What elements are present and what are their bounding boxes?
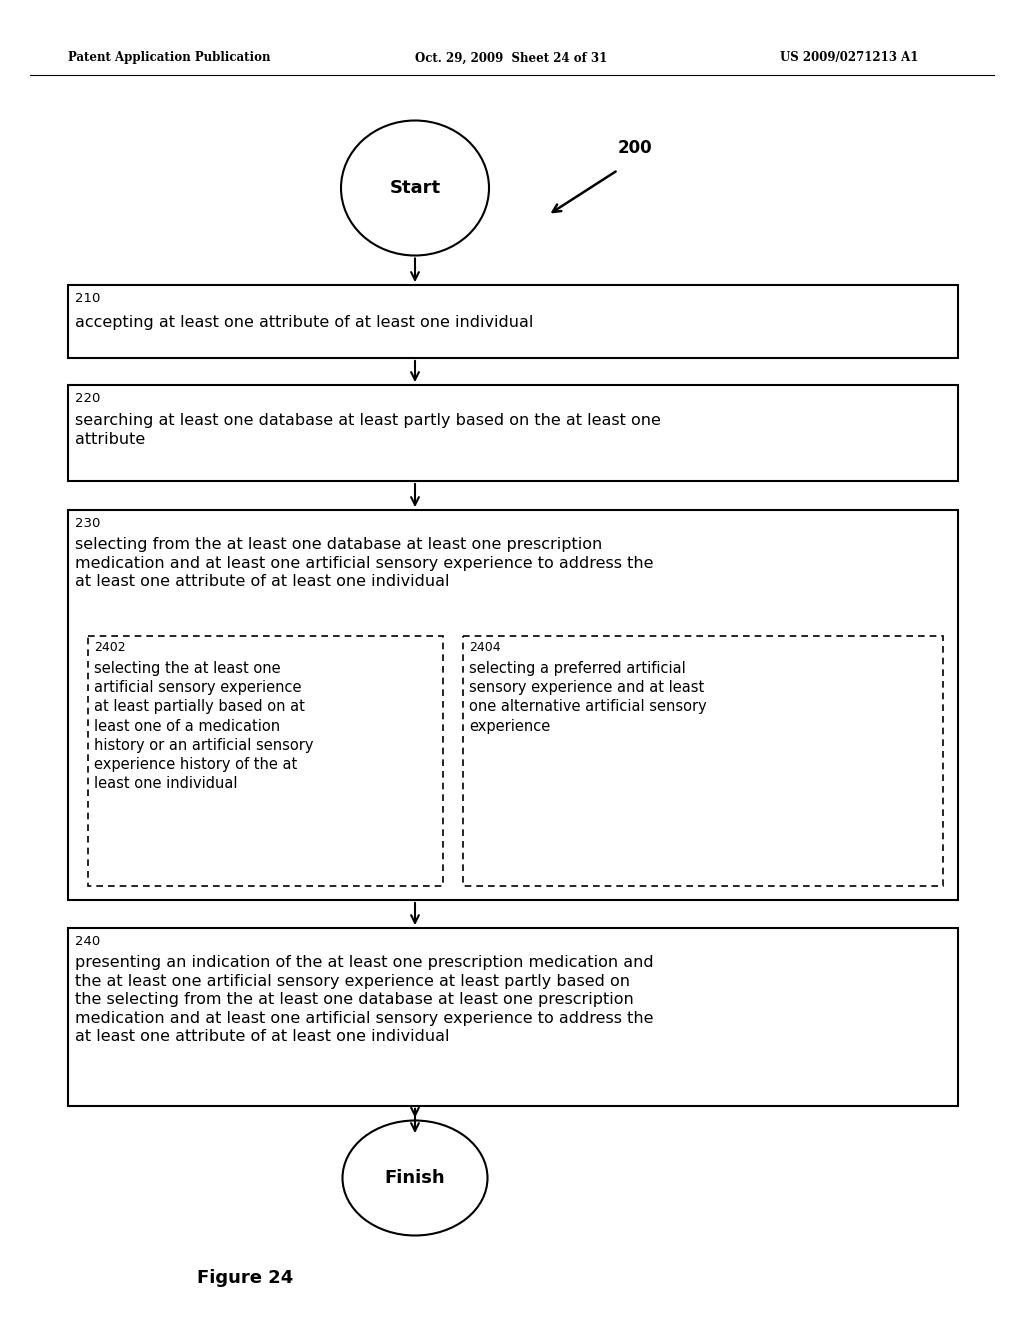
Bar (68, 510, 958, 900)
Text: Finish: Finish (385, 1170, 445, 1187)
Text: 200: 200 (618, 139, 652, 157)
Bar (68, 285, 958, 358)
Bar (68, 928, 958, 1106)
Text: 2404: 2404 (469, 642, 501, 653)
Text: 2402: 2402 (94, 642, 126, 653)
Text: Oct. 29, 2009  Sheet 24 of 31: Oct. 29, 2009 Sheet 24 of 31 (415, 51, 607, 65)
Bar (463, 636, 943, 886)
Text: presenting an indication of the at least one prescription medication and
the at : presenting an indication of the at least… (75, 954, 653, 1044)
Text: US 2009/0271213 A1: US 2009/0271213 A1 (780, 51, 919, 65)
Text: Figure 24: Figure 24 (197, 1269, 293, 1287)
Text: searching at least one database at least partly based on the at least one
attrib: searching at least one database at least… (75, 413, 660, 446)
Text: selecting a preferred artificial
sensory experience and at least
one alternative: selecting a preferred artificial sensory… (469, 661, 707, 734)
Text: 240: 240 (75, 935, 100, 948)
Bar (68, 385, 958, 480)
Text: Patent Application Publication: Patent Application Publication (68, 51, 270, 65)
Text: selecting from the at least one database at least one prescription
medication an: selecting from the at least one database… (75, 537, 653, 589)
Text: accepting at least one attribute of at least one individual: accepting at least one attribute of at l… (75, 315, 534, 330)
Text: 230: 230 (75, 517, 100, 531)
Text: 220: 220 (75, 392, 100, 405)
Text: 210: 210 (75, 292, 100, 305)
Text: selecting the at least one
artificial sensory experience
at least partially base: selecting the at least one artificial se… (94, 661, 313, 791)
Bar (88, 636, 443, 886)
Text: Start: Start (389, 180, 440, 197)
